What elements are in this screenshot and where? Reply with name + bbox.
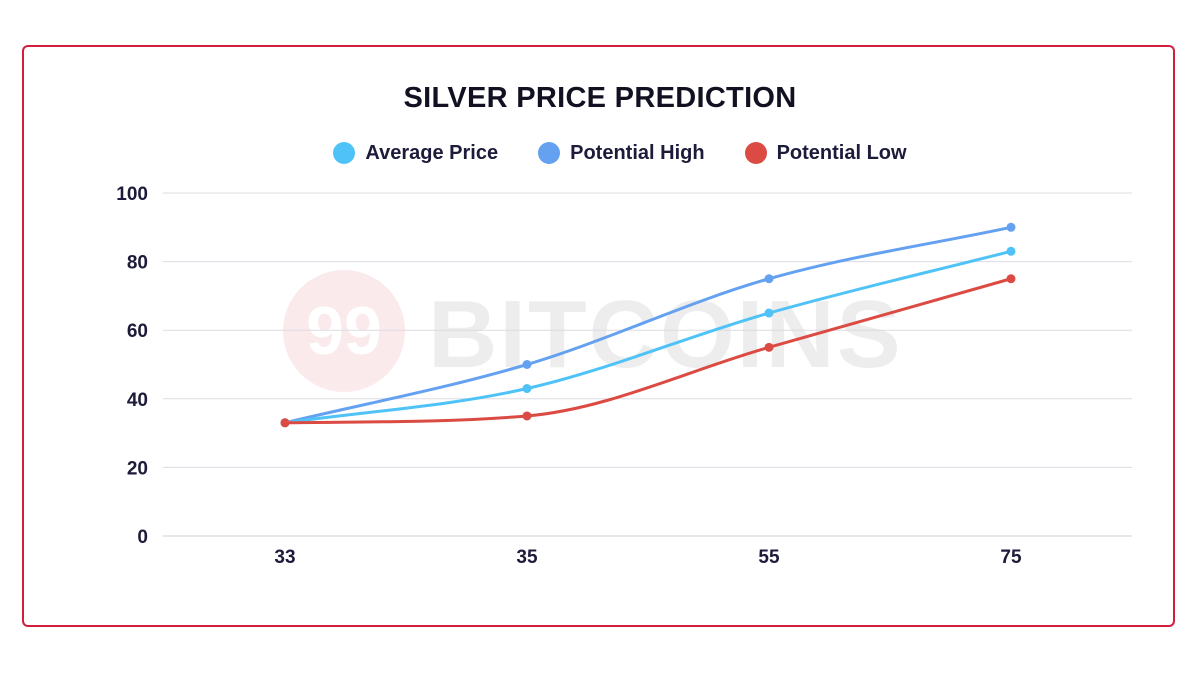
x-tick-label: 33	[274, 547, 295, 568]
data-point-potential-high	[1006, 222, 1016, 232]
series-line-potential-low	[283, 277, 1013, 425]
legend-swatch-potential-low	[744, 142, 767, 164]
y-tick-label: 20	[127, 458, 148, 479]
x-tick-label: 55	[758, 547, 780, 568]
data-point-potential-high	[764, 274, 774, 284]
legend-label-potential-high: Potential High	[570, 141, 705, 164]
y-tick-label: 60	[127, 321, 148, 342]
data-point-potential-high	[522, 360, 532, 369]
y-tick-label: 80	[127, 253, 148, 274]
legend-label-average-price: Average Price	[365, 141, 499, 164]
data-point-potential-low	[522, 411, 532, 421]
y-tick-label: 0	[137, 527, 148, 548]
data-point-potential-low	[280, 418, 290, 428]
y-tick-label: 100	[116, 184, 148, 205]
chart-frame	[22, 45, 1175, 627]
data-point-average-price	[522, 384, 532, 394]
legend-item-average-price: Average Price	[333, 138, 498, 168]
x-tick-label: 35	[516, 547, 538, 568]
y-tick-label: 40	[127, 390, 148, 411]
chart-legend: Average Price Potential High Potential L…	[0, 138, 1200, 168]
legend-item-potential-high: Potential High	[538, 138, 705, 168]
series-line-potential-high	[283, 225, 1013, 425]
legend-swatch-average-price	[333, 142, 356, 164]
data-point-average-price	[764, 308, 774, 318]
legend-label-potential-low: Potential Low	[776, 141, 907, 164]
legend-item-potential-low: Potential Low	[744, 138, 907, 168]
x-tick-label: 75	[1000, 547, 1022, 568]
watermark-badge: 99	[283, 270, 405, 392]
data-point-average-price	[1006, 246, 1016, 256]
series-line-average-price	[283, 249, 1013, 425]
chart-title: SILVER PRICE PREDICTION	[403, 82, 797, 114]
legend-swatch-potential-high	[538, 142, 561, 164]
data-point-potential-low	[764, 342, 774, 352]
data-point-potential-low	[1006, 274, 1016, 284]
